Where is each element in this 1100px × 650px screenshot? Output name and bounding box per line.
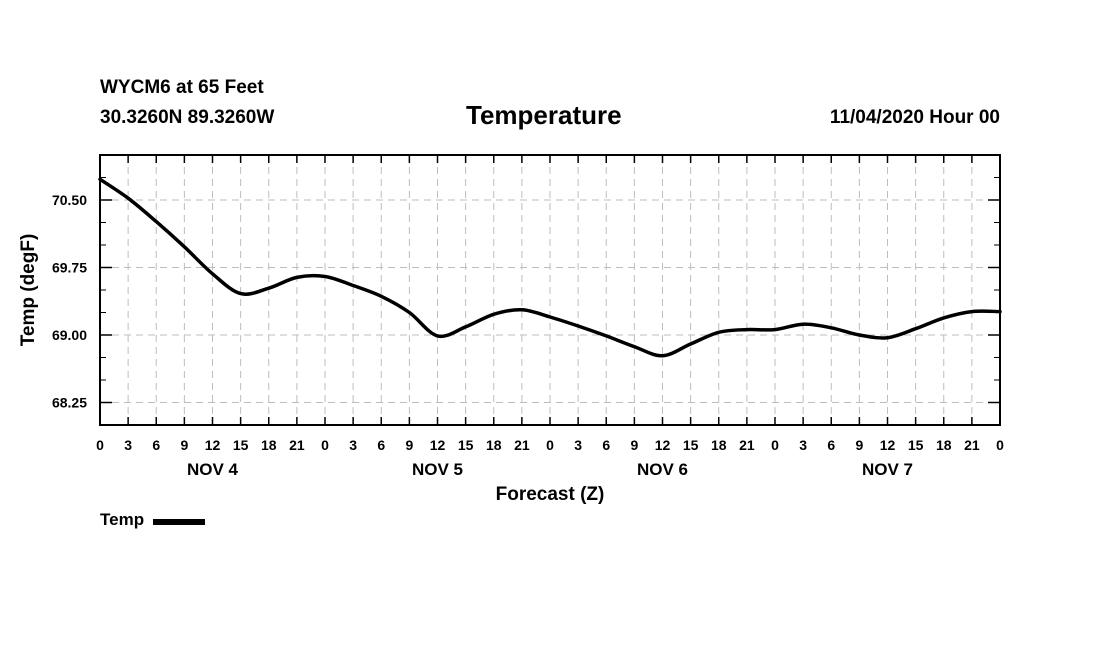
y-tick-label: 70.50	[52, 192, 87, 208]
x-tick-label: 3	[124, 437, 132, 453]
x-tick-label: 3	[799, 437, 807, 453]
x-tick-label: 15	[458, 437, 474, 453]
day-label: NOV 5	[412, 460, 463, 479]
y-tick-label: 69.75	[52, 260, 87, 276]
x-tick-label: 6	[377, 437, 385, 453]
day-label: NOV 6	[637, 460, 688, 479]
x-tick-label: 15	[908, 437, 924, 453]
y-tick-labels: 70.50 69.75 69.00 68.25	[52, 192, 87, 411]
x-tick-label: 21	[739, 437, 755, 453]
legend-label: Temp	[100, 510, 145, 529]
tick-marks	[99, 154, 1001, 426]
x-tick-label: 15	[233, 437, 249, 453]
x-tick-label: 9	[855, 437, 863, 453]
x-tick-label: 0	[321, 437, 329, 453]
x-tick-label: 3	[574, 437, 582, 453]
x-axis-title: Forecast (Z)	[496, 484, 605, 505]
x-tick-label: 0	[546, 437, 554, 453]
legend-line-swatch	[153, 518, 206, 525]
x-tick-label: 18	[711, 437, 727, 453]
x-tick-label: 12	[205, 437, 221, 453]
station-name: WYCM6 at 65 Feet	[100, 77, 264, 98]
x-tick-label: 9	[405, 437, 413, 453]
x-tick-label: 3	[349, 437, 357, 453]
x-tick-label: 12	[655, 437, 671, 453]
x-tick-label: 0	[96, 437, 104, 453]
day-label: NOV 7	[862, 460, 913, 479]
x-tick-label: 0	[996, 437, 1004, 453]
x-tick-label: 18	[261, 437, 277, 453]
run-time: 11/04/2020 Hour 00	[829, 107, 1000, 128]
x-tick-label: 12	[430, 437, 446, 453]
x-tick-label: 0	[771, 437, 779, 453]
x-tick-label: 12	[880, 437, 896, 453]
chart-title: Temperature	[466, 100, 622, 130]
x-tick-label: 15	[683, 437, 699, 453]
temp-series-line	[98, 177, 1002, 358]
station-coordinates: 30.3260N 89.3260W	[100, 107, 275, 128]
x-tick-label: 18	[486, 437, 502, 453]
x-tick-label: 18	[936, 437, 952, 453]
y-tick-label: 68.25	[52, 395, 87, 411]
y-tick-label: 69.00	[52, 327, 87, 343]
y-axis-title: Temp (degF)	[18, 234, 39, 347]
x-tick-labels: 0 3 6 9 12 15 18 21 0 3 6 9 12 15 18 21 0 3 6 9 12 15 18 21 0 3 6 9…	[96, 437, 1004, 453]
x-tick-label: 21	[514, 437, 530, 453]
x-tick-label: 9	[630, 437, 638, 453]
x-tick-label: 6	[602, 437, 610, 453]
x-tick-label: 21	[964, 437, 980, 453]
x-tick-label: 6	[827, 437, 835, 453]
x-tick-label: 21	[289, 437, 305, 453]
legend: Temp	[100, 510, 206, 530]
grid-lines	[100, 155, 1000, 425]
x-tick-label: 9	[180, 437, 188, 453]
series-layer	[98, 177, 1002, 358]
day-label: NOV 4	[187, 460, 239, 479]
x-tick-label: 6	[152, 437, 160, 453]
day-labels: NOV 4 NOV 5 NOV 6 NOV 7	[187, 460, 913, 479]
